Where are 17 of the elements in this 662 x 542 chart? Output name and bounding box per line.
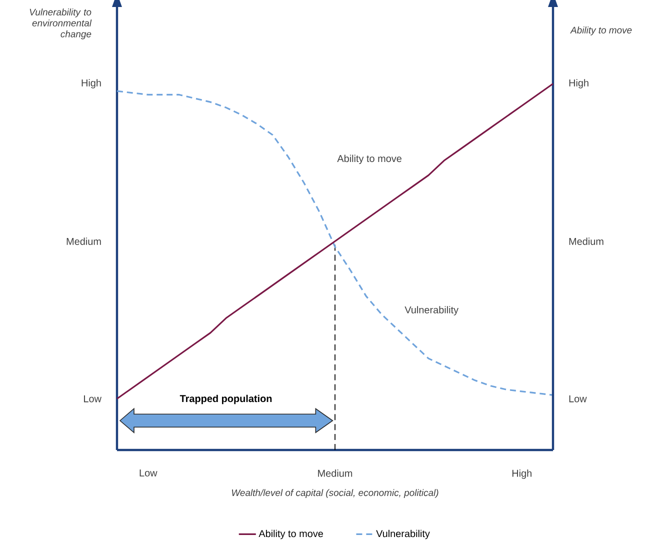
text: High: [82, 79, 101, 88]
annotation: Trapped population: [180, 394, 272, 404]
text: High: [569, 79, 588, 88]
text: Ability to move: [337, 154, 402, 164]
x-axis-title: Wealth/level of capital (social, economic, political): [232, 489, 438, 498]
legend-label: Ability to move: [258, 530, 323, 540]
text: Vulnerability to environmental change: [30, 8, 92, 40]
text: Low: [569, 395, 587, 402]
x-tick-label: Medium: [318, 470, 352, 477]
text: Medium: [66, 238, 101, 245]
legend-label: Vulnerability: [376, 530, 430, 540]
text: Vulnerability: [404, 306, 459, 316]
text: Low: [84, 395, 102, 402]
text: Ability to move: [570, 26, 632, 36]
x-tick-label: Low: [140, 470, 158, 476]
text: Medium: [569, 238, 604, 245]
x-tick-label: High: [512, 470, 532, 479]
